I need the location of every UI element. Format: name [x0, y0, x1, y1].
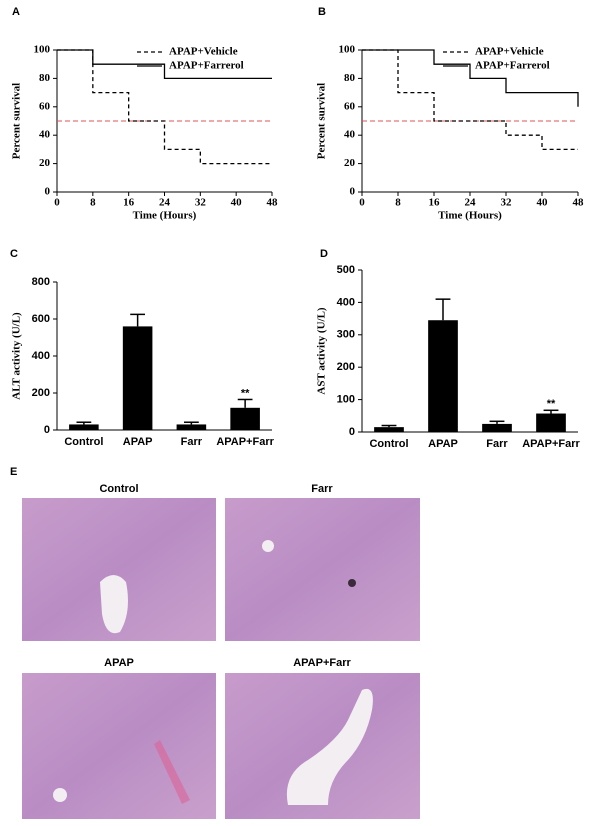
x-tick-label: 40	[231, 197, 243, 209]
stain	[348, 579, 356, 587]
vessel	[286, 688, 373, 805]
bar	[230, 407, 260, 430]
x-tick-label: Farr	[181, 436, 203, 448]
y-tick-label: 20	[344, 157, 356, 169]
x-tick-label: 32	[501, 197, 513, 209]
y-tick-label: 400	[32, 350, 50, 362]
panel-letter: A	[12, 6, 20, 18]
y-tick-label: 40	[39, 129, 51, 141]
y-tick-label: 80	[344, 72, 356, 84]
x-tick-label: 0	[359, 197, 365, 209]
x-tick-label: 8	[395, 197, 401, 209]
x-tick-label: 24	[159, 197, 171, 209]
image-label: APAP	[104, 657, 134, 669]
x-tick-label: APAP	[123, 436, 153, 448]
y-tick-label: 40	[344, 129, 356, 141]
vessel	[262, 540, 274, 552]
y-tick-label: 60	[344, 100, 356, 112]
x-axis-label: Time (Hours)	[438, 210, 502, 222]
x-tick-label: 40	[537, 197, 549, 209]
y-tick-label: 0	[45, 186, 51, 198]
x-tick-label: Control	[369, 438, 408, 450]
y-tick-label: 20	[39, 157, 51, 169]
bar	[69, 424, 99, 430]
vessel	[53, 788, 67, 802]
survival-line	[362, 49, 579, 107]
image-label: Control	[99, 483, 138, 495]
hemorrhage	[154, 740, 190, 804]
significance: **	[241, 387, 250, 399]
panel-letter: D	[320, 248, 328, 260]
y-axis-label: Percent survival	[316, 83, 328, 159]
vessel	[100, 575, 128, 634]
y-tick-label: 400	[337, 296, 355, 308]
x-tick-label: 24	[465, 197, 477, 209]
y-tick-label: 300	[337, 329, 355, 341]
bar	[536, 413, 566, 432]
legend-label: APAP+Vehicle	[169, 46, 238, 58]
bar	[428, 320, 458, 432]
panel-letter: B	[318, 6, 326, 18]
panel-letter: E	[10, 466, 17, 478]
image-label: APAP+Farr	[293, 657, 351, 669]
micrograph	[225, 498, 420, 641]
x-tick-label: 8	[90, 197, 96, 209]
y-tick-label: 100	[339, 44, 356, 56]
x-tick-label: APAP+Farr	[216, 436, 274, 448]
significance: **	[547, 398, 556, 410]
survival-line	[362, 49, 578, 151]
x-axis-label: Time (Hours)	[133, 210, 197, 222]
legend-label: APAP+Farrerol	[475, 60, 550, 72]
y-tick-label: 0	[44, 424, 50, 436]
y-axis-label: AST activity (U/L)	[316, 307, 328, 395]
x-tick-label: APAP+Farr	[522, 438, 580, 450]
x-tick-label: 16	[429, 197, 441, 209]
y-tick-label: 100	[34, 44, 51, 56]
x-tick-label: 16	[123, 197, 135, 209]
legend-label: APAP+Vehicle	[475, 46, 544, 58]
y-axis-label: Percent survival	[11, 83, 23, 159]
y-tick-label: 200	[337, 361, 355, 373]
panel-letter: C	[10, 248, 18, 260]
x-tick-label: 48	[267, 197, 279, 209]
y-tick-label: 80	[39, 72, 51, 84]
x-tick-label: 0	[54, 197, 60, 209]
y-tick-label: 0	[349, 426, 355, 438]
x-tick-label: 48	[573, 197, 585, 209]
y-tick-label: 800	[32, 276, 50, 288]
x-tick-label: Control	[64, 436, 103, 448]
x-tick-label: APAP	[428, 438, 458, 450]
legend-label: APAP+Farrerol	[169, 60, 244, 72]
y-tick-label: 200	[32, 387, 50, 399]
survival-line	[57, 49, 272, 80]
y-tick-label: 0	[350, 186, 356, 198]
bar	[374, 427, 404, 432]
x-tick-label: Farr	[486, 438, 508, 450]
bar	[482, 423, 512, 432]
survival-line	[57, 49, 272, 165]
x-tick-label: 32	[195, 197, 207, 209]
bar	[122, 326, 153, 430]
y-tick-label: 600	[32, 313, 50, 325]
y-axis-label: ALT activity (U/L)	[11, 312, 23, 400]
y-tick-label: 500	[337, 264, 355, 276]
image-label: Farr	[311, 483, 333, 495]
y-tick-label: 100	[337, 394, 355, 406]
y-tick-label: 60	[39, 100, 51, 112]
bar	[176, 424, 207, 430]
